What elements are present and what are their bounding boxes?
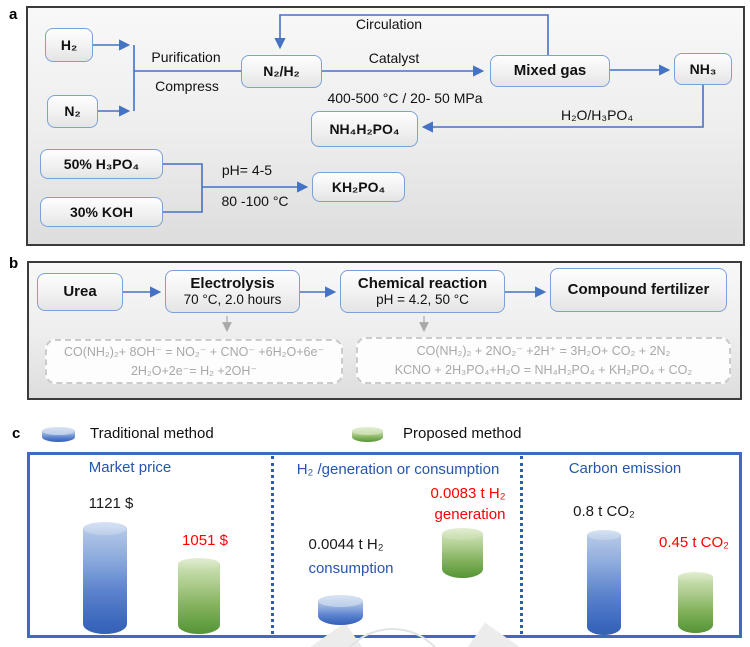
legend-swatch-traditional <box>42 427 75 442</box>
electrolysis-conditions: 70 °C, 2.0 hours <box>183 292 282 308</box>
label-reaction-conditions: 400-500 °C / 20- 50 MPa <box>327 90 483 106</box>
node-h3po4-50: 50% H₃PO₄ <box>40 149 163 179</box>
electrolysis-title: Electrolysis <box>190 275 275 293</box>
equations-electrolysis: CO(NH₂)₂+ 8OH⁻ = NO₂⁻ + CNO⁻ +6H₂O+6e⁻ 2… <box>45 339 343 384</box>
section-divider-2 <box>520 456 523 634</box>
node-compound-fertilizer: Compound fertilizer <box>550 268 727 312</box>
cylinder-market-proposed <box>178 558 220 634</box>
node-h2: H₂ <box>45 28 93 62</box>
node-nh3: NH₃ <box>674 53 732 85</box>
legend-label-proposed: Proposed method <box>403 425 522 442</box>
equation-line: CO(NH₂)₂ + 2NO₂⁻ +2H⁺ = 3H₂O+ CO₂ + 2N₂ <box>416 343 671 358</box>
arrow-circulation-loop <box>274 14 549 55</box>
cylinder-top <box>352 427 383 435</box>
node-urea: Urea <box>37 273 123 311</box>
node-chemical-reaction: Chemical reaction pH = 4.2, 50 °C <box>340 270 505 313</box>
value-h2-proposed: 0.0083 t H₂ <box>430 485 506 502</box>
label-catalyst: Catalyst <box>368 50 420 66</box>
cylinder-body <box>442 534 483 578</box>
label-circulation: Circulation <box>355 16 423 32</box>
reaction-conditions: pH = 4.2, 50 °C <box>376 292 469 308</box>
cylinder-h2-traditional <box>318 595 363 625</box>
reaction-title: Chemical reaction <box>357 275 488 293</box>
equations-chemical-reaction: CO(NH₂)₂ + 2NO₂⁻ +2H⁺ = 3H₂O+ CO₂ + 2N₂ … <box>356 337 731 384</box>
cylinder-top <box>678 572 713 582</box>
section-divider-1 <box>271 456 274 634</box>
node-nh4h2po4: NH₄H₂PO₄ <box>311 111 418 147</box>
value-h2-traditional: 0.0044 t H₂ <box>308 536 384 553</box>
cylinder-top <box>442 528 483 540</box>
cylinder-top <box>587 530 621 540</box>
section-title-h2: H₂ /generation or consumption <box>296 461 500 478</box>
node-kh2po4: KH₂PO₄ <box>312 172 405 202</box>
cylinder-body <box>83 528 127 634</box>
value-market-traditional: 1121 $ <box>88 495 134 512</box>
note-h2-consumption: consumption <box>308 560 394 577</box>
section-title-market-price: Market price <box>88 459 172 476</box>
node-mixed-gas: Mixed gas <box>490 55 610 87</box>
equation-line: 2H₂O+2e⁻= H₂ +2OH⁻ <box>130 363 258 378</box>
cylinder-top <box>318 595 363 607</box>
cylinder-body <box>587 535 621 635</box>
note-h2-generation: generation <box>434 506 506 523</box>
cylinder-body <box>678 577 713 633</box>
legend-label-traditional: Traditional method <box>90 425 214 442</box>
value-carbon-proposed: 0.45 t CO₂ <box>658 534 730 551</box>
cylinder-body <box>178 564 220 634</box>
label-purification: Purification <box>151 49 221 65</box>
cylinder-top <box>83 522 127 535</box>
cylinder-body <box>352 431 383 442</box>
node-n2h2: N₂/H₂ <box>241 55 322 88</box>
equation-line: KCNO + 2H₃PO₄+H₂O = NH₄H₂PO₄ + KH₂PO₄ + … <box>394 362 693 377</box>
cylinder-carbon-proposed <box>678 572 713 633</box>
legend-swatch-proposed <box>352 427 383 442</box>
label-ph-range: pH= 4-5 <box>221 162 273 178</box>
bracket-h3po4-koh <box>163 163 203 213</box>
label-temp-range: 80 -100 °C <box>221 193 289 209</box>
panel-a-letter: a <box>9 6 18 23</box>
cylinder-top <box>42 427 75 435</box>
cylinder-market-traditional <box>83 522 127 634</box>
node-n2: N₂ <box>47 95 98 128</box>
cylinder-carbon-traditional <box>587 530 621 635</box>
panel-b-letter: b <box>9 255 19 272</box>
panel-c-letter: c <box>12 425 21 442</box>
equation-line: CO(NH₂)₂+ 8OH⁻ = NO₂⁻ + CNO⁻ +6H₂O+6e⁻ <box>63 344 325 359</box>
label-compress: Compress <box>155 78 219 94</box>
cylinder-body <box>42 431 75 442</box>
node-koh-30: 30% KOH <box>40 197 163 227</box>
label-h2o-h3po4: H₂O/H₃PO₄ <box>560 107 634 123</box>
section-title-carbon: Carbon emission <box>568 460 682 477</box>
arrow-nh3-to-nh4h2po4 <box>421 85 704 133</box>
value-carbon-traditional: 0.8 t CO₂ <box>573 503 635 520</box>
cylinder-top <box>178 558 220 570</box>
node-electrolysis: Electrolysis 70 °C, 2.0 hours <box>165 270 300 313</box>
value-market-proposed: 1051 $ <box>182 532 228 549</box>
cylinder-h2-proposed <box>442 528 483 578</box>
